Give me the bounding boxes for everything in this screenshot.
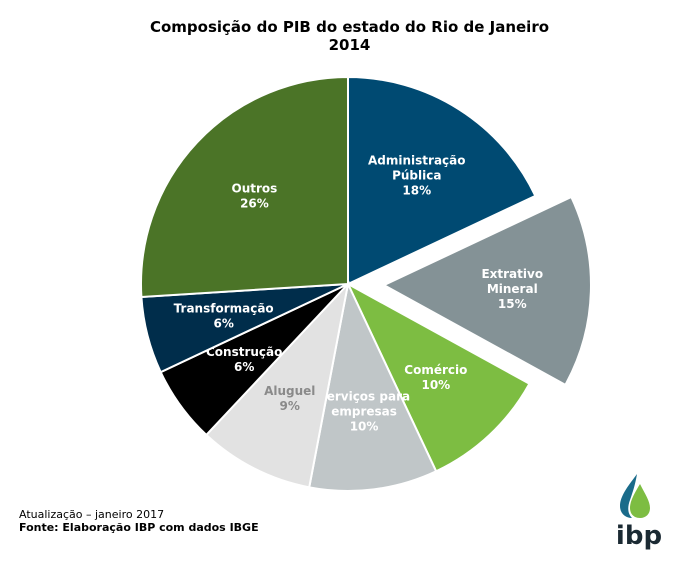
slice-name-label: Serviços para — [318, 389, 410, 403]
source-note: Fonte: Elaboração IBP com dados IBGE — [19, 521, 259, 534]
slice-label-7: Outros 26% — [232, 182, 278, 211]
slice-value-label: 6% — [214, 316, 234, 330]
slice-label-2: Comércio 10% — [404, 363, 467, 392]
pie-slice-7 — [140, 75, 349, 299]
slice-label-3: Serviços para empresas 10% — [318, 389, 410, 433]
slice-label-6: Transformação 6% — [174, 301, 274, 330]
slice-name-label: Transformação — [174, 301, 274, 315]
pie-slice-3 — [308, 280, 438, 492]
slice-value-label: 9% — [280, 399, 300, 413]
chart-title-line-2: 2014 — [328, 36, 371, 54]
slice-value-label: 26% — [240, 197, 269, 211]
logo-drop-dark-icon — [620, 474, 637, 518]
pie-slice-0 — [347, 75, 537, 286]
slice-label-4: Aluguel 9% — [264, 384, 315, 413]
chart-title: Composição do PIB do estado do Rio de Ja… — [0, 18, 699, 54]
slice-name-label: Administração — [368, 154, 466, 168]
slice-name-label: Comércio — [404, 363, 467, 377]
pie-slice-1 — [381, 195, 592, 387]
ibp-logo: ibp — [616, 474, 662, 550]
slice-name-label: empresas — [331, 404, 397, 418]
slice-value-label: 10% — [421, 378, 450, 392]
slice-label-5: Construção 6% — [206, 345, 282, 374]
pie-slice-2 — [345, 281, 531, 473]
slice-value-label: 18% — [402, 184, 431, 198]
logo-text: ibp — [616, 521, 662, 550]
slice-value-label: 15% — [498, 297, 527, 311]
slice-label-0: Administração Pública 18% — [368, 154, 466, 198]
chart-footer: Atualização – janeiro 2017 Fonte: Elabor… — [19, 508, 259, 534]
slice-name-label: Pública — [392, 169, 441, 183]
slice-name-label: Aluguel — [264, 384, 315, 398]
slice-value-label: 6% — [234, 360, 254, 374]
slice-name-label: Construção — [206, 345, 282, 359]
chart-title-line-1: Composição do PIB do estado do Rio de Ja… — [149, 18, 550, 36]
logo-drop-light-icon — [630, 484, 650, 518]
slice-label-1: Extrativo Mineral 15% — [481, 267, 543, 311]
pie-slice-4 — [204, 280, 350, 489]
slice-name-label: Mineral — [487, 282, 538, 296]
slice-value-label: 10% — [350, 419, 379, 433]
slice-name-label: Outros — [232, 182, 278, 196]
slice-name-label: Extrativo — [481, 267, 543, 281]
update-note: Atualização – janeiro 2017 — [19, 508, 165, 521]
